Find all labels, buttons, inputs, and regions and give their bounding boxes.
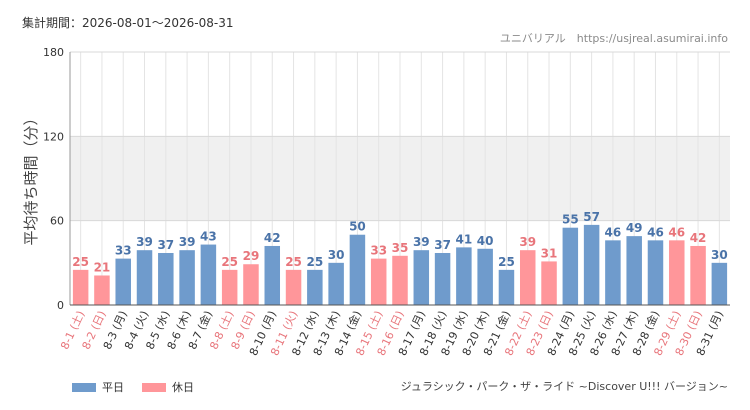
value-label: 25 bbox=[221, 255, 238, 269]
value-label: 57 bbox=[583, 210, 600, 224]
value-label: 21 bbox=[94, 260, 111, 274]
value-label: 33 bbox=[115, 244, 132, 258]
source-label: ユニバリアル https://usjreal.asumirai.info bbox=[499, 32, 728, 45]
y-tick-label: 120 bbox=[43, 130, 64, 143]
bar bbox=[626, 236, 642, 305]
legend-swatch-holiday bbox=[142, 382, 166, 392]
legend-item-weekday: 平日 bbox=[72, 379, 124, 395]
bar bbox=[605, 240, 621, 305]
bar bbox=[243, 264, 259, 305]
y-tick-label: 0 bbox=[57, 299, 64, 312]
value-label: 30 bbox=[711, 248, 728, 262]
period-label: 集計期間：2026-08-01～2026-08-31 bbox=[22, 16, 234, 30]
value-label: 50 bbox=[349, 220, 366, 234]
bar bbox=[285, 269, 302, 305]
value-label: 42 bbox=[264, 231, 281, 245]
bar bbox=[541, 261, 557, 305]
bar bbox=[434, 252, 451, 305]
bar bbox=[72, 269, 89, 305]
value-label: 30 bbox=[328, 248, 345, 262]
legend-swatch-weekday bbox=[72, 382, 96, 392]
legend: 平日 休日 bbox=[72, 379, 212, 395]
bar bbox=[477, 248, 493, 305]
y-axis-label: 平均待ち時間（分） bbox=[22, 110, 40, 245]
value-label: 39 bbox=[413, 235, 430, 249]
bar bbox=[392, 255, 408, 305]
value-label: 39 bbox=[179, 235, 196, 249]
bar bbox=[307, 269, 323, 305]
value-label: 40 bbox=[477, 234, 494, 248]
value-label: 43 bbox=[200, 230, 217, 244]
value-label: 42 bbox=[690, 231, 707, 245]
bar bbox=[179, 250, 195, 305]
bar bbox=[221, 269, 238, 305]
value-label: 25 bbox=[72, 255, 89, 269]
value-label: 39 bbox=[519, 235, 536, 249]
bar bbox=[94, 275, 110, 305]
value-label: 25 bbox=[306, 255, 323, 269]
legend-item-holiday: 休日 bbox=[142, 379, 194, 395]
bar bbox=[115, 258, 131, 305]
bar bbox=[200, 244, 217, 305]
bar bbox=[583, 224, 600, 305]
value-label: 39 bbox=[136, 235, 153, 249]
bar bbox=[690, 245, 706, 305]
value-label: 49 bbox=[626, 221, 643, 235]
y-tick-label: 60 bbox=[50, 215, 64, 228]
value-label: 37 bbox=[157, 238, 174, 252]
value-label: 55 bbox=[562, 213, 579, 227]
bar bbox=[456, 247, 472, 305]
attraction-name: ジュラシック・パーク・ザ・ライド ~Discover U!!! バージョン~ bbox=[400, 380, 728, 393]
bar bbox=[370, 258, 387, 305]
bar bbox=[413, 250, 430, 305]
bar bbox=[647, 240, 664, 305]
legend-label-weekday: 平日 bbox=[102, 381, 124, 394]
bar bbox=[136, 250, 153, 305]
value-label: 46 bbox=[668, 225, 685, 239]
value-label: 35 bbox=[392, 241, 409, 255]
bar bbox=[519, 250, 536, 305]
value-label: 41 bbox=[456, 232, 473, 246]
bar-layer: 25 21 33 39 37 39 43 25 29 42 25 25 30 50 33 35 39 37 41 40… bbox=[72, 210, 728, 305]
bar bbox=[264, 245, 281, 305]
bar bbox=[498, 269, 515, 305]
value-label: 25 bbox=[498, 255, 515, 269]
value-label: 46 bbox=[605, 225, 622, 239]
value-label: 25 bbox=[285, 255, 302, 269]
value-label: 29 bbox=[243, 249, 260, 263]
bar bbox=[349, 234, 366, 305]
bar bbox=[328, 262, 344, 305]
bar bbox=[669, 240, 685, 305]
legend-label-holiday: 休日 bbox=[172, 381, 194, 394]
value-label: 37 bbox=[434, 238, 451, 252]
bar bbox=[711, 262, 728, 305]
bar bbox=[158, 252, 174, 305]
bar bbox=[562, 227, 579, 305]
value-label: 31 bbox=[541, 246, 558, 260]
y-tick-label: 180 bbox=[43, 46, 64, 59]
value-label: 33 bbox=[370, 244, 387, 258]
value-label: 46 bbox=[647, 225, 664, 239]
